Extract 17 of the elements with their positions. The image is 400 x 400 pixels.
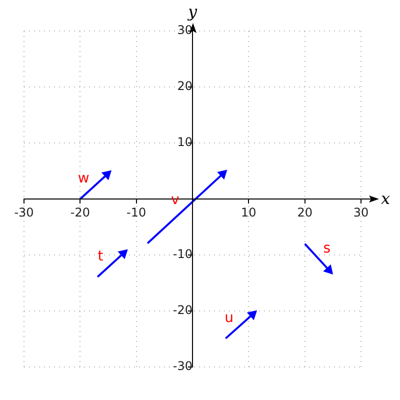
- y-tick-label: -10: [172, 247, 192, 262]
- y-axis-title: y: [186, 2, 198, 22]
- y-tick-label: 10: [177, 135, 192, 150]
- series-label: t: [98, 248, 104, 265]
- x-tick-label: -30: [14, 205, 34, 220]
- x-tick-label: 30: [353, 205, 369, 220]
- series-label: w: [78, 170, 90, 186]
- series-label: u: [224, 310, 234, 326]
- y-tick-label: -30: [172, 359, 192, 374]
- x-tick-label: 10: [241, 205, 256, 220]
- x-axis-title: x: [381, 189, 390, 208]
- series-label: s: [323, 240, 331, 257]
- x-tick-label: 20: [297, 205, 312, 220]
- x-tick-label: -10: [126, 205, 146, 220]
- x-tick-label: -20: [70, 205, 90, 220]
- y-tick-label: -20: [172, 303, 192, 318]
- y-tick-label: 20: [177, 79, 192, 94]
